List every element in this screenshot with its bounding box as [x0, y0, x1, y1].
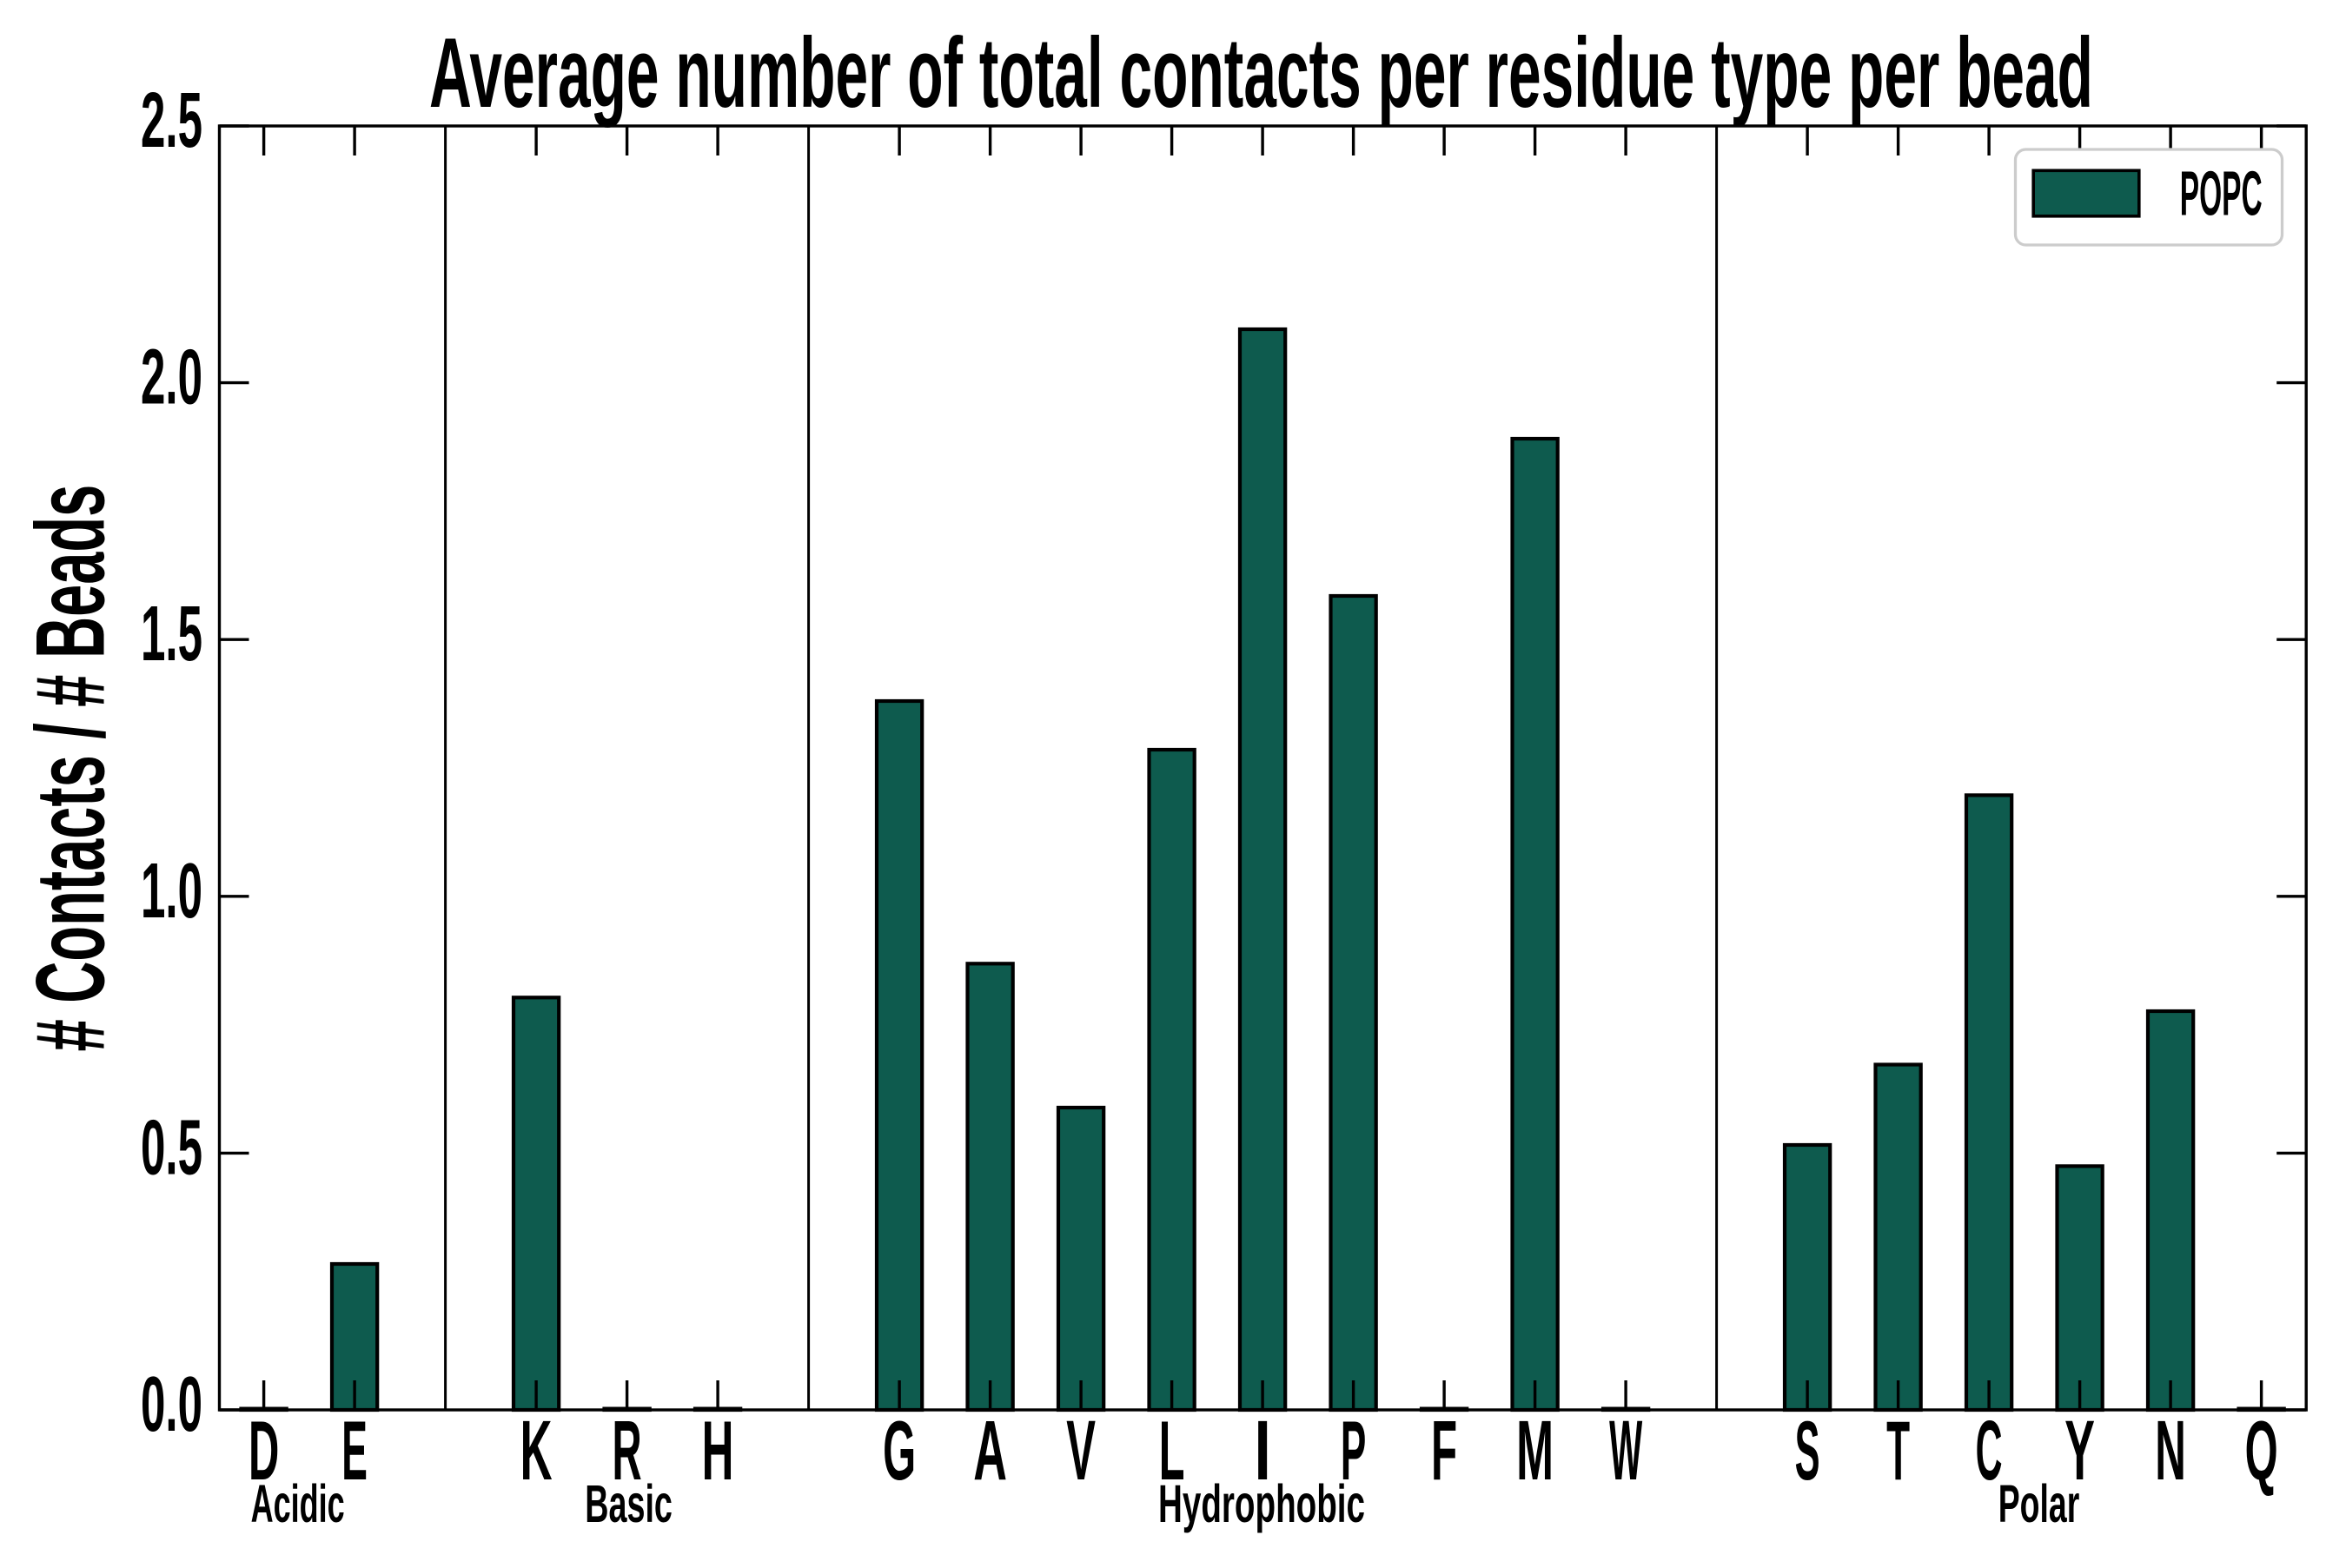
svg-text:Acidic: Acidic	[251, 1474, 345, 1533]
svg-text:S: S	[1795, 1403, 1820, 1497]
svg-text:V: V	[1066, 1404, 1096, 1498]
svg-text:C: C	[1976, 1403, 2003, 1498]
svg-text:I: I	[1254, 1404, 1270, 1498]
svg-text:Average number of total contac: Average number of total contacts per res…	[429, 18, 2093, 129]
svg-text:POPC: POPC	[2180, 159, 2263, 229]
svg-text:E: E	[341, 1404, 368, 1498]
svg-text:H: H	[702, 1405, 734, 1499]
svg-text:W: W	[1609, 1404, 1643, 1498]
svg-text:G: G	[883, 1404, 916, 1499]
svg-text:P: P	[1341, 1403, 1366, 1497]
svg-text:F: F	[1431, 1404, 1457, 1498]
svg-text:Q: Q	[2245, 1404, 2278, 1499]
svg-text:2.5: 2.5	[141, 77, 202, 164]
svg-text:Polar: Polar	[1998, 1474, 2080, 1533]
svg-text:Y: Y	[2064, 1405, 2095, 1498]
svg-text:0.0: 0.0	[141, 1361, 202, 1448]
svg-text:1.5: 1.5	[141, 591, 202, 678]
svg-text:N: N	[2155, 1404, 2186, 1498]
svg-text:K: K	[520, 1405, 553, 1499]
svg-text:# Contacts / # Beads: # Contacts / # Beads	[16, 485, 125, 1052]
svg-text:Hydrophobic: Hydrophobic	[1158, 1474, 1365, 1533]
svg-text:D: D	[249, 1404, 279, 1499]
svg-text:2.0: 2.0	[141, 334, 202, 421]
svg-text:0.5: 0.5	[141, 1104, 202, 1191]
svg-text:R: R	[613, 1405, 642, 1499]
svg-text:M: M	[1516, 1405, 1554, 1498]
svg-text:Basic: Basic	[585, 1474, 673, 1533]
svg-text:1.0: 1.0	[141, 848, 202, 935]
svg-text:T: T	[1886, 1403, 1910, 1497]
svg-text:L: L	[1159, 1405, 1185, 1498]
svg-text:A: A	[973, 1403, 1007, 1498]
